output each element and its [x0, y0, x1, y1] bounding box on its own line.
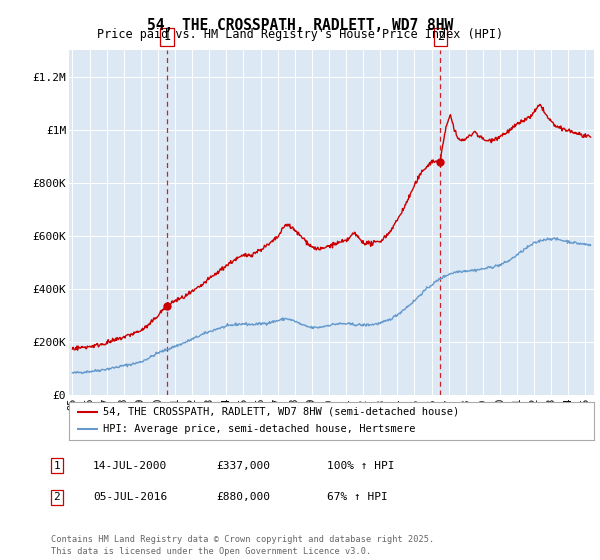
Text: 1: 1 — [53, 461, 61, 471]
Text: 2: 2 — [437, 30, 444, 44]
Text: 05-JUL-2016: 05-JUL-2016 — [93, 492, 167, 502]
Text: Price paid vs. HM Land Registry's House Price Index (HPI): Price paid vs. HM Land Registry's House … — [97, 28, 503, 41]
Text: 14-JUL-2000: 14-JUL-2000 — [93, 461, 167, 471]
Text: HPI: Average price, semi-detached house, Hertsmere: HPI: Average price, semi-detached house,… — [103, 424, 416, 435]
Text: 100% ↑ HPI: 100% ↑ HPI — [327, 461, 395, 471]
Text: 54, THE CROSSPATH, RADLETT, WD7 8HW: 54, THE CROSSPATH, RADLETT, WD7 8HW — [147, 18, 453, 33]
Text: 67% ↑ HPI: 67% ↑ HPI — [327, 492, 388, 502]
Text: 1: 1 — [163, 30, 170, 44]
Text: 54, THE CROSSPATH, RADLETT, WD7 8HW (semi-detached house): 54, THE CROSSPATH, RADLETT, WD7 8HW (sem… — [103, 407, 460, 417]
Text: £337,000: £337,000 — [216, 461, 270, 471]
Text: Contains HM Land Registry data © Crown copyright and database right 2025.
This d: Contains HM Land Registry data © Crown c… — [51, 535, 434, 556]
Text: £880,000: £880,000 — [216, 492, 270, 502]
Text: 2: 2 — [53, 492, 61, 502]
